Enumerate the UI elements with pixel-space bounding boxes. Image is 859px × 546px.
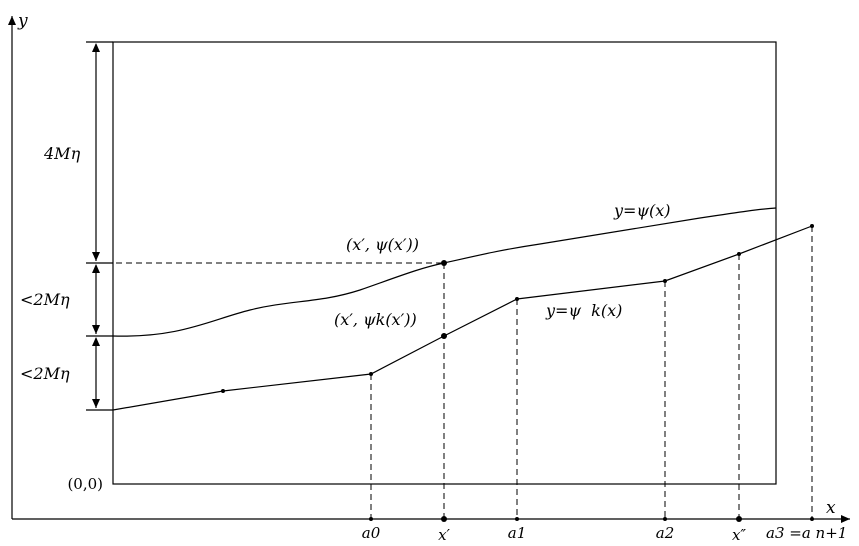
axis-dot-a2 — [663, 517, 667, 521]
point-psik-x-prime — [441, 333, 447, 339]
point-psi-x-prime — [441, 260, 447, 266]
vertex-dot-a1 — [515, 297, 519, 301]
dimension-label-2M-upper: <2Mη — [20, 290, 70, 309]
point-label-psi: (x′, ψ(x′)) — [346, 235, 419, 254]
x-axis-label: x — [826, 498, 836, 518]
tick-label-a0: a0 — [362, 524, 381, 542]
psi-curve-label: y=ψ(x) — [613, 201, 671, 220]
psi-k-curve-label: y=ψ k(x) — [545, 301, 622, 320]
tick-label-x-prime: x′ — [438, 526, 450, 544]
axis-dot-x-prime — [441, 516, 447, 522]
vertex-dot-a0 — [369, 372, 373, 376]
tick-label-a1: a1 — [508, 524, 527, 542]
dimension-label-4M: 4Mη — [43, 144, 81, 163]
tick-label-a2: a2 — [656, 524, 675, 542]
point-label-psi-k: (x′, ψk(x′)) — [334, 310, 417, 329]
axis-dot-a3 — [810, 517, 814, 521]
vertex-dot — [221, 389, 225, 393]
dimension-label-2M-lower: <2Mη — [20, 364, 70, 383]
psi-k-polyline — [112, 225, 813, 411]
tick-label-x-double-prime: x″ — [732, 526, 746, 544]
tick-label-a3: a3 =a n+1 — [766, 524, 847, 542]
vertex-dot-a3 — [810, 224, 814, 228]
axis-dot-a0 — [369, 517, 373, 521]
vertex-dot-a2 — [663, 279, 667, 283]
axis-dot-a1 — [515, 517, 519, 521]
origin-label: (0,0) — [67, 475, 103, 493]
axis-dot-x-double-prime — [736, 516, 742, 522]
y-axis-label: y — [17, 11, 28, 31]
vertex-dot-x-double-prime — [737, 252, 741, 256]
